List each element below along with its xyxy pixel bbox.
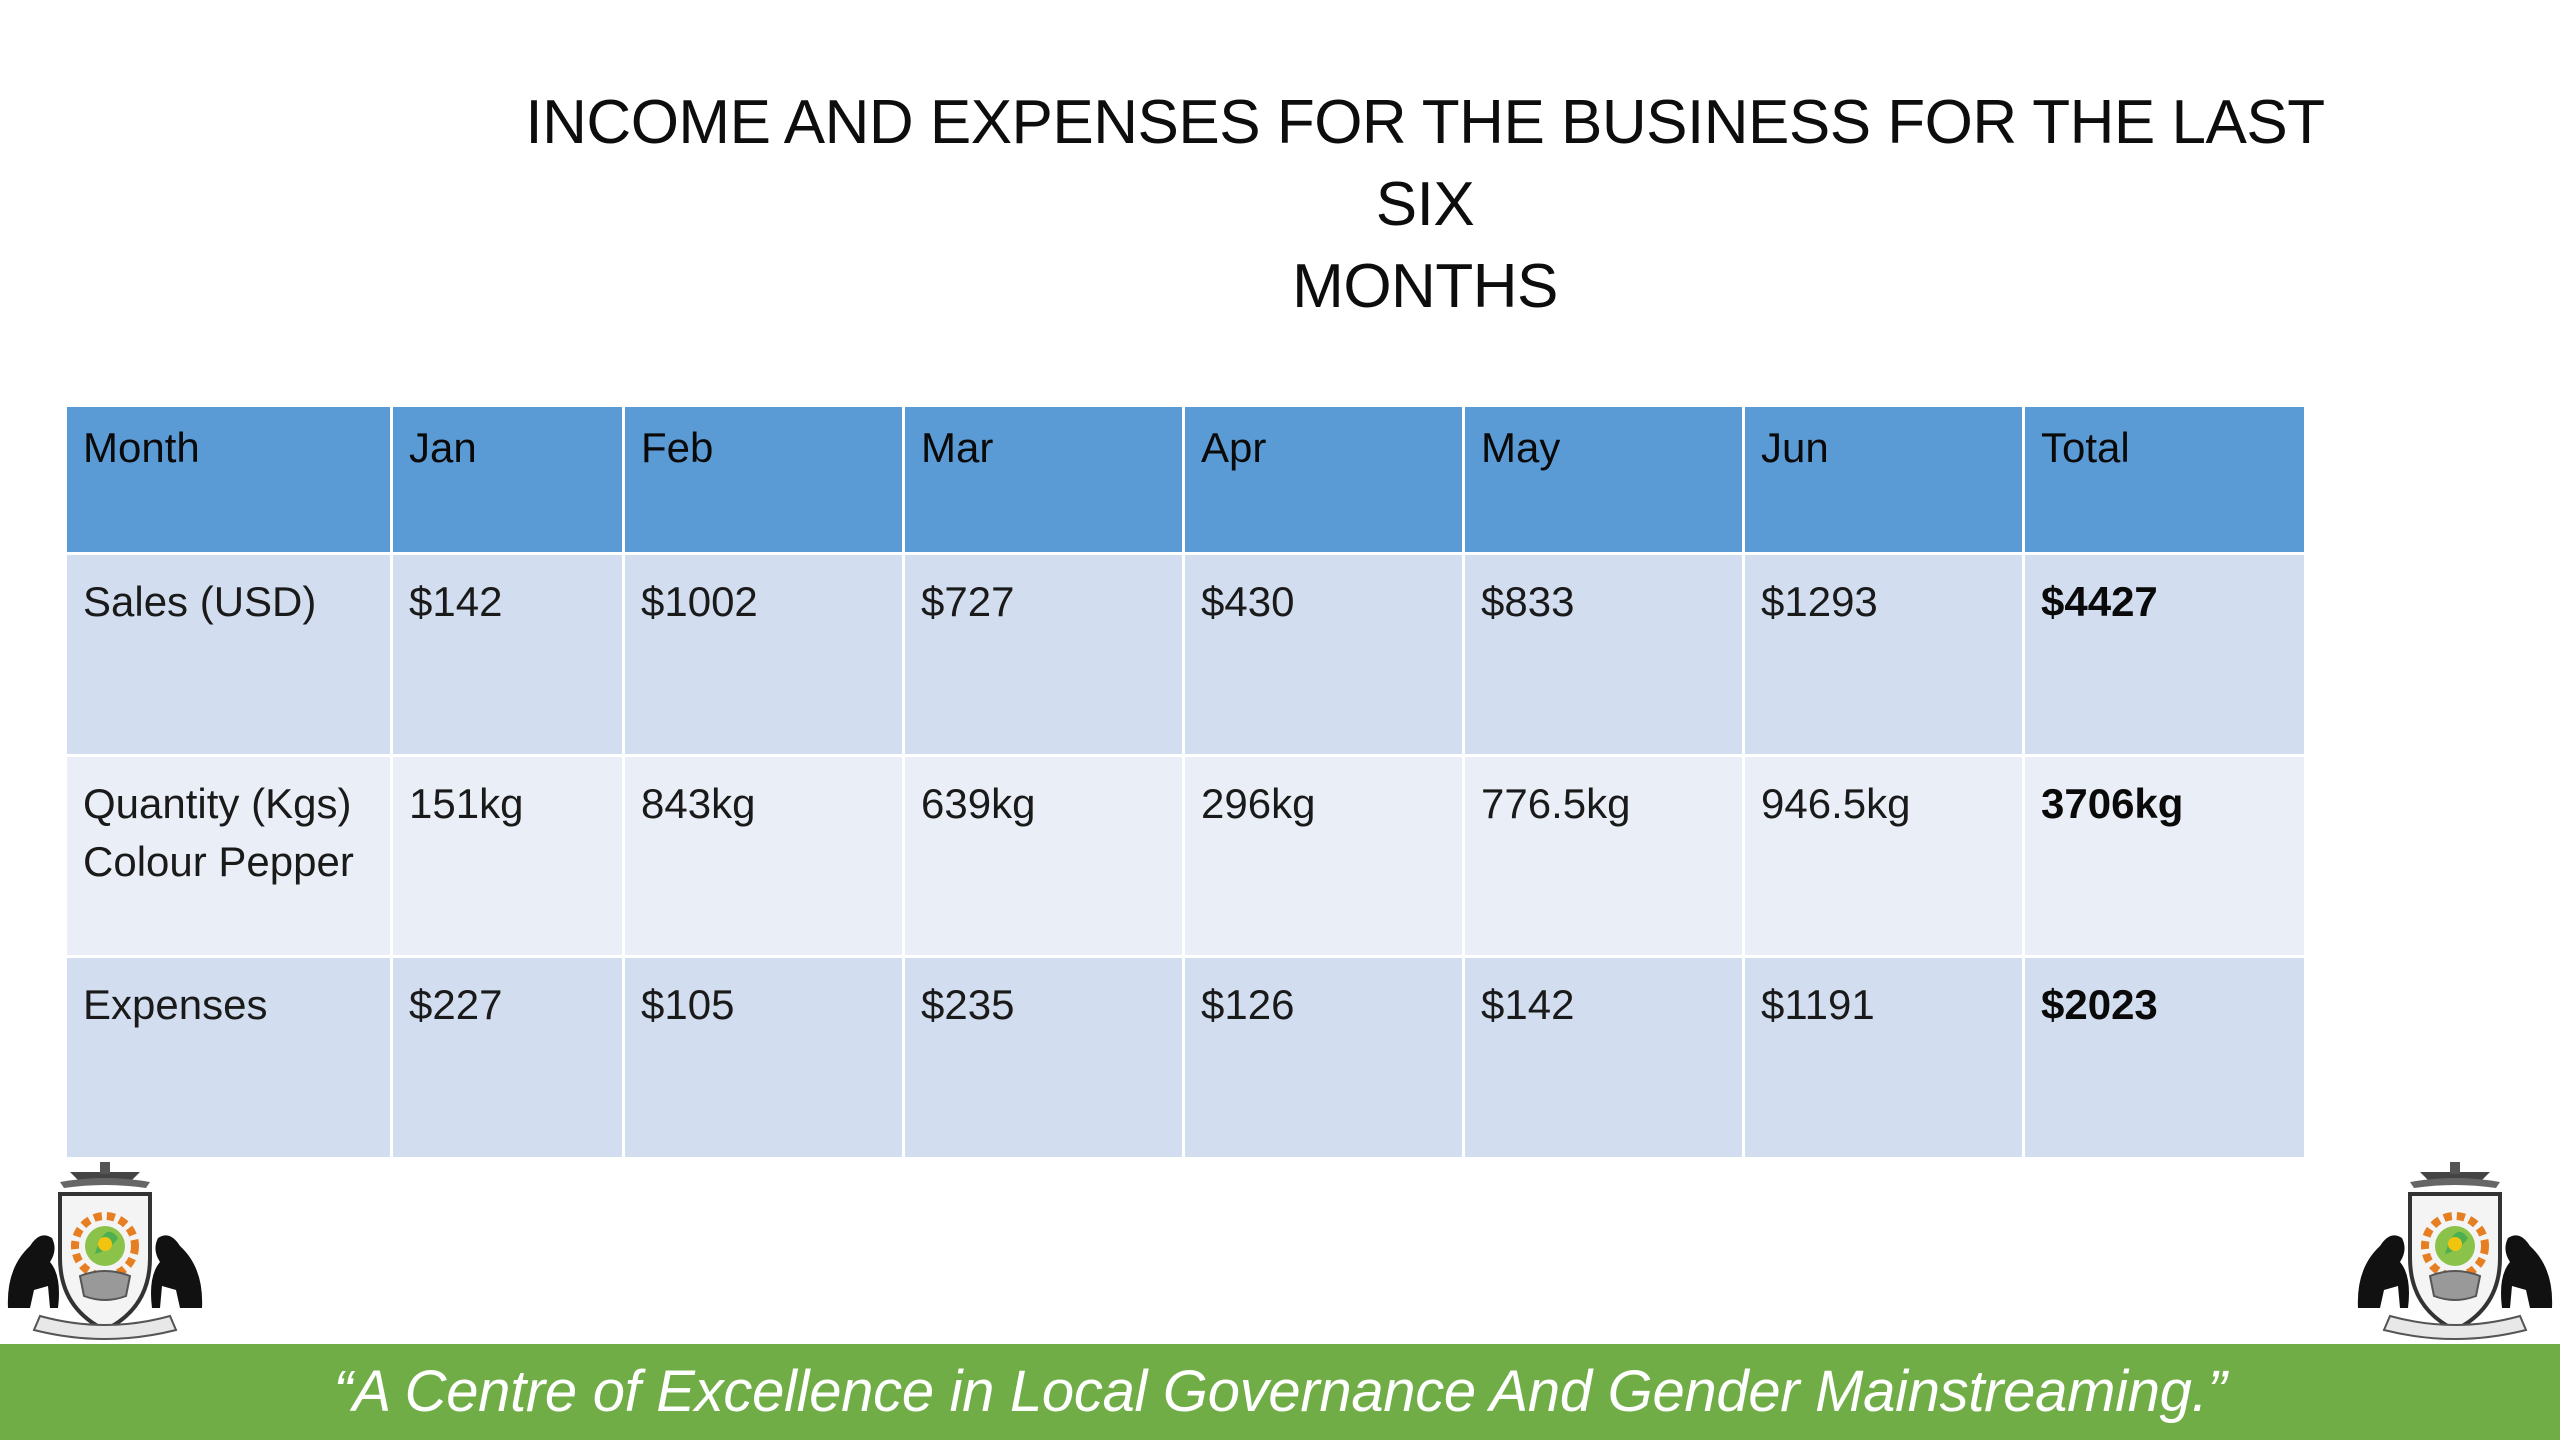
header-total: Total <box>2022 404 2307 555</box>
footer-bar <box>0 1344 2560 1440</box>
council-crest-graphic <box>2357 1162 2553 1340</box>
council-crest-icon <box>0 1158 210 1348</box>
total-cell: 3706kg <box>2022 753 2307 959</box>
total-cell: $2023 <box>2022 955 2307 1160</box>
table-cell: 776.5kg <box>1462 753 1745 959</box>
header-month: Month <box>64 404 393 555</box>
table-cell: $727 <box>902 552 1185 757</box>
row-label-line-2: Colour Pepper <box>83 837 354 885</box>
income-expenses-table: Month Jan Feb Mar Apr May Jun Total Sale… <box>64 404 2307 1160</box>
row-label-line-1: Sales (USD) <box>83 578 317 625</box>
row-label-line-1: Quantity (Kgs) <box>83 779 352 827</box>
table-cell: $227 <box>390 955 625 1160</box>
header-apr: Apr <box>1182 404 1465 555</box>
table-cell: 946.5kg <box>1742 753 2025 959</box>
table-cell: $833 <box>1462 552 1745 757</box>
table-cell: 843kg <box>622 753 905 959</box>
table-header-row: Month Jan Feb Mar Apr May Jun Total <box>64 404 2307 555</box>
table-cell: 151kg <box>390 753 625 959</box>
table-row-quantity: Quantity (Kgs) Colour Pepper 151kg 843kg… <box>64 753 2307 959</box>
table-cell: $142 <box>1462 955 1745 1160</box>
row-label-line-1: Expenses <box>83 981 268 1029</box>
table-cell: $105 <box>622 955 905 1160</box>
table-cell: $1293 <box>1742 552 2025 757</box>
table-cell: $1191 <box>1742 955 2025 1160</box>
council-crest-graphic <box>7 1162 203 1340</box>
header-mar: Mar <box>902 404 1185 555</box>
table-cell: $235 <box>902 955 1185 1160</box>
row-label: Quantity (Kgs) Colour Pepper <box>64 753 393 959</box>
row-label: Expenses <box>64 955 393 1160</box>
table-row-sales: Sales (USD) $142 $1002 $727 $430 $833 $1… <box>64 552 2307 757</box>
table-cell: 296kg <box>1182 753 1465 959</box>
header-jan: Jan <box>390 404 625 555</box>
header-may: May <box>1462 404 1745 555</box>
table-cell: $126 <box>1182 955 1465 1160</box>
table-row-expenses: Expenses $227 $105 $235 $126 $142 $1191 … <box>64 955 2307 1160</box>
table-cell: 639kg <box>902 753 1185 959</box>
header-jun: Jun <box>1742 404 2025 555</box>
slide-title: INCOME AND EXPENSES FOR THE BUSINESS FOR… <box>470 82 2380 328</box>
slide-title-line-1: INCOME AND EXPENSES FOR THE BUSINESS FOR… <box>525 88 2325 239</box>
footer-motto: “A Centre of Excellence in Local Governa… <box>333 1359 2227 1424</box>
table-cell: $430 <box>1182 552 1465 757</box>
row-label: Sales (USD) <box>64 552 393 757</box>
council-crest-icon <box>2350 1158 2560 1348</box>
table-cell: $142 <box>390 552 625 757</box>
table-cell: $1002 <box>622 552 905 757</box>
total-cell: $4427 <box>2022 552 2307 757</box>
header-feb: Feb <box>622 404 905 555</box>
slide-title-line-2: MONTHS <box>1292 252 1558 321</box>
